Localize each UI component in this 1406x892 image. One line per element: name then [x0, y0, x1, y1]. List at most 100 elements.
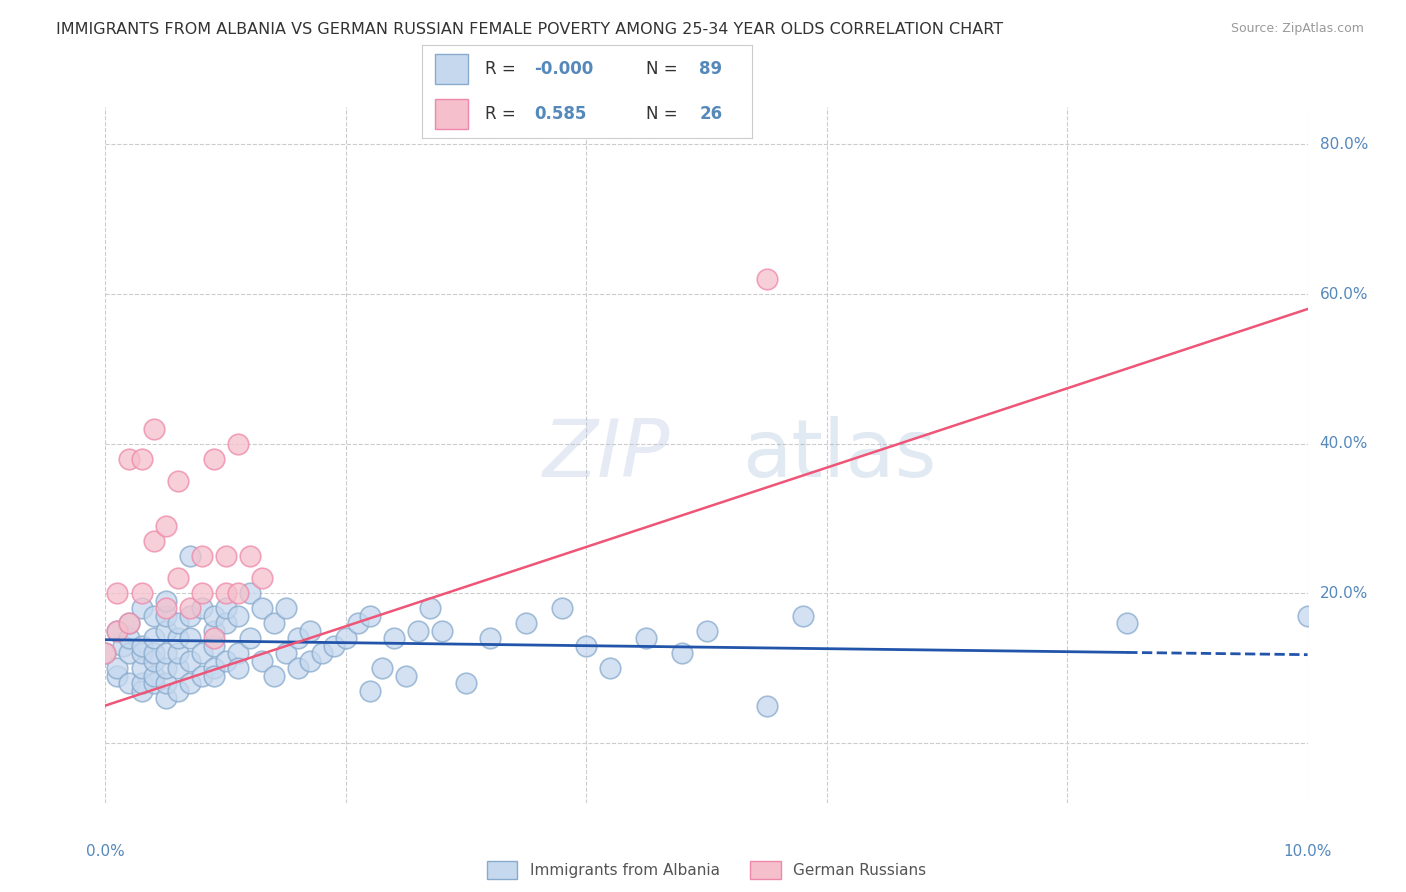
Point — [214, 586, 236, 600]
Text: 0.585: 0.585 — [534, 105, 586, 123]
Point — [179, 631, 201, 645]
Point — [166, 661, 188, 675]
Point — [406, 624, 429, 638]
Point — [298, 624, 321, 638]
Point — [202, 668, 225, 682]
FancyBboxPatch shape — [434, 99, 468, 129]
Point — [118, 631, 141, 645]
Point — [166, 631, 188, 645]
Point — [142, 654, 165, 668]
Point — [239, 586, 262, 600]
Point — [311, 646, 333, 660]
Point — [202, 631, 225, 645]
Point — [155, 594, 177, 608]
Point — [142, 533, 165, 548]
Point — [179, 549, 201, 563]
Point — [179, 654, 201, 668]
Point — [755, 698, 778, 713]
Point — [202, 624, 225, 638]
Text: 80.0%: 80.0% — [1320, 137, 1368, 152]
Point — [142, 646, 165, 660]
Point — [112, 639, 135, 653]
Point — [226, 646, 249, 660]
FancyBboxPatch shape — [434, 54, 468, 84]
Text: atlas: atlas — [742, 416, 936, 494]
Point — [107, 624, 129, 638]
Point — [142, 631, 165, 645]
Point — [298, 654, 321, 668]
Point — [118, 616, 141, 631]
Point — [1116, 616, 1139, 631]
Point — [263, 668, 285, 682]
Point — [155, 519, 177, 533]
Point — [419, 601, 441, 615]
Point — [166, 474, 188, 488]
Point — [166, 571, 188, 585]
Point — [118, 646, 141, 660]
Point — [155, 676, 177, 690]
Text: 60.0%: 60.0% — [1320, 286, 1368, 301]
Point — [335, 631, 357, 645]
Point — [575, 639, 598, 653]
Point — [166, 616, 188, 631]
Point — [792, 608, 814, 623]
Point — [190, 549, 212, 563]
Point — [202, 451, 225, 466]
Point — [107, 668, 129, 682]
Point — [214, 601, 236, 615]
Point — [202, 639, 225, 653]
Text: R =: R = — [485, 105, 526, 123]
Point — [359, 608, 381, 623]
Point — [599, 661, 621, 675]
Point — [190, 668, 212, 682]
Point — [142, 668, 165, 682]
Point — [142, 676, 165, 690]
Text: Source: ZipAtlas.com: Source: ZipAtlas.com — [1230, 22, 1364, 36]
Point — [190, 646, 212, 660]
Text: 10.0%: 10.0% — [1284, 844, 1331, 859]
Point — [274, 646, 297, 660]
Text: R =: R = — [485, 60, 520, 78]
Point — [118, 616, 141, 631]
Point — [250, 654, 273, 668]
Point — [131, 661, 153, 675]
Legend: Immigrants from Albania, German Russians: Immigrants from Albania, German Russians — [481, 855, 932, 886]
Point — [359, 683, 381, 698]
Point — [214, 616, 236, 631]
Point — [131, 676, 153, 690]
Text: 0.0%: 0.0% — [86, 844, 125, 859]
Point — [395, 668, 418, 682]
Point — [155, 608, 177, 623]
Point — [155, 601, 177, 615]
Point — [131, 451, 153, 466]
Point — [274, 601, 297, 615]
Point — [131, 639, 153, 653]
Point — [94, 646, 117, 660]
Point — [190, 586, 212, 600]
Point — [250, 601, 273, 615]
Text: -0.000: -0.000 — [534, 60, 593, 78]
Point — [287, 631, 309, 645]
Point — [118, 451, 141, 466]
Point — [515, 616, 537, 631]
Text: 26: 26 — [699, 105, 723, 123]
Point — [179, 601, 201, 615]
Point — [755, 272, 778, 286]
Point — [347, 616, 370, 631]
Point — [94, 646, 117, 660]
Point — [696, 624, 718, 638]
Point — [430, 624, 453, 638]
Point — [142, 608, 165, 623]
Point — [287, 661, 309, 675]
Text: IMMIGRANTS FROM ALBANIA VS GERMAN RUSSIAN FEMALE POVERTY AMONG 25-34 YEAR OLDS C: IMMIGRANTS FROM ALBANIA VS GERMAN RUSSIA… — [56, 22, 1004, 37]
Point — [479, 631, 502, 645]
Point — [214, 549, 236, 563]
Point — [142, 422, 165, 436]
Point — [179, 676, 201, 690]
Text: 20.0%: 20.0% — [1320, 586, 1368, 601]
Point — [454, 676, 477, 690]
Point — [202, 608, 225, 623]
Point — [1296, 608, 1319, 623]
Point — [107, 624, 129, 638]
Point — [239, 549, 262, 563]
